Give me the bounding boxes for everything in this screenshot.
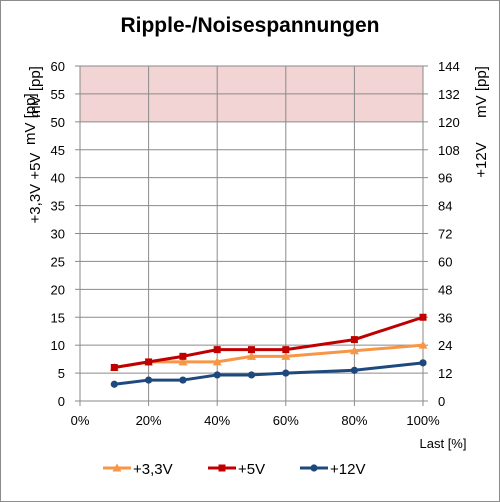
y-tick-left: 55 [51, 87, 65, 102]
y-tick-left: 40 [51, 171, 65, 186]
legend-marker-+12V [310, 464, 318, 472]
data-point-+12V [282, 369, 290, 377]
x-tick-label: 60% [273, 413, 299, 428]
data-point-+12V [110, 380, 118, 388]
y-tick-right: 0 [438, 394, 445, 409]
chart-title: Ripple-/Noisespannungen [120, 14, 380, 37]
y-tick-left: 5 [58, 366, 65, 381]
y-tick-left: 30 [51, 227, 65, 242]
data-point-+12V [213, 371, 221, 379]
legend-label-+3,3V: +3,3V [133, 461, 173, 478]
tick-labels: 0 0 5 12 10 24 15 36 20 48 25 60 30 72 35 84 40 96 45 108 50… [51, 59, 460, 428]
y-tick-right: 108 [438, 143, 460, 158]
y-tick-left: 50 [51, 115, 65, 130]
legend-label-+5V: +5V [238, 461, 265, 478]
legend: +3,3V +5V +12V [103, 461, 365, 478]
x-tick-label: 20% [136, 413, 162, 428]
data-point-+5V [145, 358, 153, 366]
data-point-+3,3V [178, 357, 188, 366]
y-tick-right: 96 [438, 171, 452, 186]
data-point-+3,3V [418, 340, 428, 349]
legend-marker-+3,3V [112, 463, 122, 472]
data-point-+12V [145, 376, 153, 384]
y-tick-left: 20 [51, 282, 65, 297]
data-point-+3,3V [349, 346, 359, 355]
x-tick-label: 0% [71, 413, 90, 428]
data-point-+5V [282, 346, 290, 354]
y-tick-right: 120 [438, 115, 460, 130]
series-layer [109, 313, 428, 388]
y-tick-right: 48 [438, 282, 452, 297]
data-point-+5V [213, 346, 221, 354]
x-tick-label: 100% [406, 413, 440, 428]
y-axis-right-title-bottom: +12V [473, 142, 490, 177]
y-axis-right-title-top: mV [pp] [473, 66, 490, 118]
data-point-+5V [248, 346, 255, 354]
y-tick-left: 10 [51, 338, 65, 353]
y-tick-right: 144 [438, 59, 460, 74]
legend-marker-+5V [218, 464, 226, 472]
y-axis-left-title-top: mV [pp] [27, 66, 44, 118]
data-point-+12V [179, 376, 187, 384]
series-line-+12V [114, 361, 424, 386]
x-tick-label: 40% [204, 413, 230, 428]
y-tick-left: 60 [51, 59, 65, 74]
data-point-+5V [179, 352, 187, 360]
y-tick-right: 12 [438, 366, 452, 381]
legend-label-+12V: +12V [330, 461, 365, 478]
y-tick-right: 132 [438, 87, 460, 102]
y-tick-right: 84 [438, 199, 452, 214]
data-point-+5V [110, 364, 118, 371]
x-tick-label: 80% [341, 413, 367, 428]
y-tick-right: 72 [438, 227, 452, 242]
data-point-+5V [419, 313, 427, 321]
data-point-+3,3V [247, 351, 256, 360]
data-point-+3,3V [281, 351, 291, 360]
axis-labels: mV [pp] +3,3V +5V mV [pp] +12V Last [%] [27, 66, 490, 451]
data-point-+12V [350, 366, 358, 374]
y-axis-left-title-bottom: +3,3V +5V [27, 153, 44, 224]
y-tick-right: 24 [438, 338, 452, 353]
y-tick-right: 60 [438, 254, 452, 269]
series-line-+5V [114, 315, 424, 369]
x-axis-title: Last [%] [420, 436, 467, 451]
axes [75, 65, 428, 406]
data-point-+3,3V [212, 357, 222, 366]
y-tick-left: 35 [51, 199, 65, 214]
data-point-+12V [419, 359, 427, 367]
y-tick-left: 0 [58, 394, 65, 409]
data-point-+12V [247, 371, 256, 379]
y-tick-left: 15 [51, 310, 65, 325]
data-point-+5V [350, 336, 358, 344]
y-tick-left: 45 [51, 143, 65, 158]
y-tick-right: 36 [438, 310, 452, 325]
y-tick-left: 25 [51, 254, 65, 269]
